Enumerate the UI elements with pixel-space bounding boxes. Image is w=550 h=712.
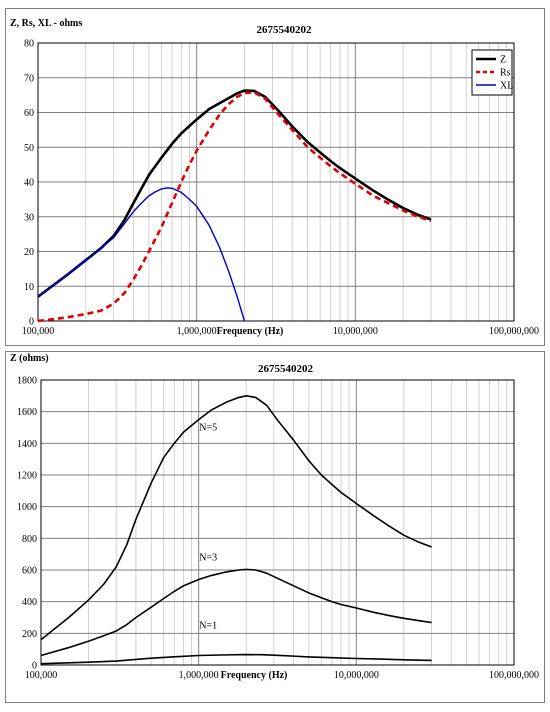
x-tick-label: 1,000,000 <box>177 326 217 337</box>
x-tick-label: 100,000 <box>25 670 58 681</box>
x-tick-label: 100,000,000 <box>489 670 539 681</box>
series-line-xl <box>37 187 246 322</box>
impedance-turns-chart-panel: 100,000 1,000,000 10,000,000 100,000,000 0 20… <box>5 351 545 703</box>
y-tick-label: 200 <box>22 629 37 640</box>
series-line-n-1 <box>40 653 432 665</box>
y-tick-label: 60 <box>24 108 34 119</box>
curve-annotation: N=1 <box>199 621 217 632</box>
series-line-n-3 <box>40 568 432 657</box>
x-tick-label: 100,000 <box>22 326 55 337</box>
y-tick-label: 50 <box>24 143 34 154</box>
y-tick-label: 400 <box>22 597 37 608</box>
y-tick-label: 20 <box>24 247 34 258</box>
plot-area <box>40 379 515 666</box>
legend-label: Z <box>500 55 506 66</box>
plot-area <box>37 42 515 322</box>
x-tick-label: 10,000,000 <box>334 670 379 681</box>
chart-title: 2675540202 <box>257 24 313 36</box>
y-tick-label: 80 <box>24 39 34 50</box>
curve-annotation: N=3 <box>199 553 217 564</box>
y-tick-label: 10 <box>24 282 34 293</box>
impedance-vs-turns-chart: 100,000 1,000,000 10,000,000 100,000,000 0 20… <box>10 353 539 681</box>
curve-annotation: N=5 <box>199 423 217 434</box>
y-tick-label: 0 <box>32 661 37 672</box>
series-line-n-5 <box>40 395 432 641</box>
y-tick-label: 1600 <box>17 407 37 418</box>
y-tick-label: 800 <box>22 534 37 545</box>
x-tick-label: 1,000,000 <box>179 670 219 681</box>
y-tick-label: 0 <box>29 317 34 328</box>
x-axis-label: Frequency (Hz) <box>221 670 288 681</box>
x-tick-label: 100,000,000 <box>489 326 539 337</box>
series-line-z <box>37 89 432 298</box>
y-tick-label: 1400 <box>17 439 37 450</box>
x-axis-label: Frequency (Hz) <box>217 326 284 337</box>
y-tick-label: 30 <box>24 212 34 223</box>
x-tick-label: 10,000,000 <box>333 326 378 337</box>
series-line-rs <box>37 91 432 323</box>
impedance-chart-panel: 100,000 1,000,000 10,000,000 100,000,000 0 10… <box>5 8 545 346</box>
y-tick-label: 1800 <box>17 376 37 387</box>
y-tick-label: 1000 <box>17 502 37 513</box>
legend-label: Rs <box>500 68 511 79</box>
y-tick-label: 600 <box>22 566 37 577</box>
chart-title: 2675540202 <box>258 363 314 375</box>
y-tick-label: 1200 <box>17 471 37 482</box>
y-axis-label: Z, Rs, XL - ohms <box>10 18 82 29</box>
y-axis-label: Z (ohms) <box>10 353 49 364</box>
legend-label: XL <box>500 81 513 92</box>
impedance-rs-xl-chart: 100,000 1,000,000 10,000,000 100,000,000 0 10… <box>10 18 539 337</box>
y-tick-label: 70 <box>24 73 34 84</box>
y-tick-label: 40 <box>24 178 34 189</box>
